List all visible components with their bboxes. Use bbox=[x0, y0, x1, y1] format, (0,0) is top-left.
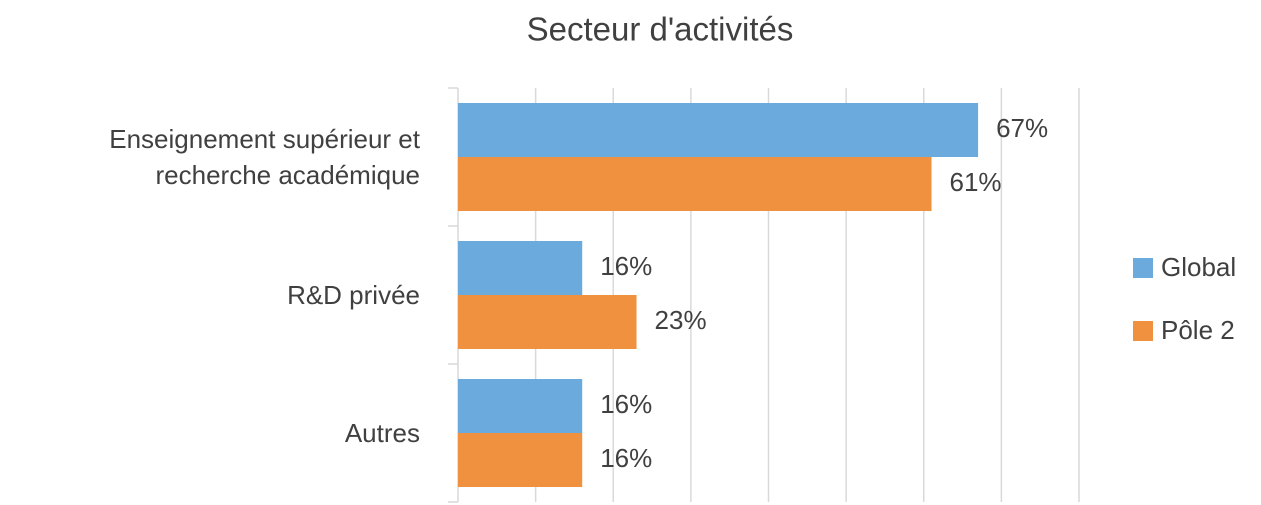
data-label: 16% bbox=[600, 443, 652, 473]
y-tick-label-text: Enseignement supérieur et recherche acad… bbox=[109, 124, 420, 190]
data-label: 61% bbox=[950, 167, 1002, 197]
bar bbox=[458, 157, 932, 211]
y-tick-label-text: R&D privée bbox=[287, 280, 420, 310]
y-tick-label: R&D privée bbox=[40, 226, 420, 364]
legend-label: Pôle 2 bbox=[1161, 315, 1235, 345]
bar bbox=[458, 433, 583, 487]
y-tick-label: Autres bbox=[40, 364, 420, 502]
bar bbox=[458, 241, 583, 295]
y-tick-label: Enseignement supérieur et recherche acad… bbox=[40, 88, 420, 226]
bar bbox=[458, 103, 979, 157]
legend-swatch bbox=[1133, 258, 1153, 278]
legend-swatch bbox=[1133, 321, 1153, 341]
y-tick-label-text: Autres bbox=[344, 418, 420, 448]
data-label: 16% bbox=[600, 251, 652, 281]
legend-label: Global bbox=[1161, 252, 1236, 282]
data-label: 67% bbox=[996, 113, 1048, 143]
bar bbox=[458, 379, 583, 433]
bar bbox=[458, 295, 637, 349]
data-label: 16% bbox=[600, 389, 652, 419]
data-label: 23% bbox=[655, 305, 707, 335]
chart-title: Secteur d'activités bbox=[527, 11, 794, 48]
